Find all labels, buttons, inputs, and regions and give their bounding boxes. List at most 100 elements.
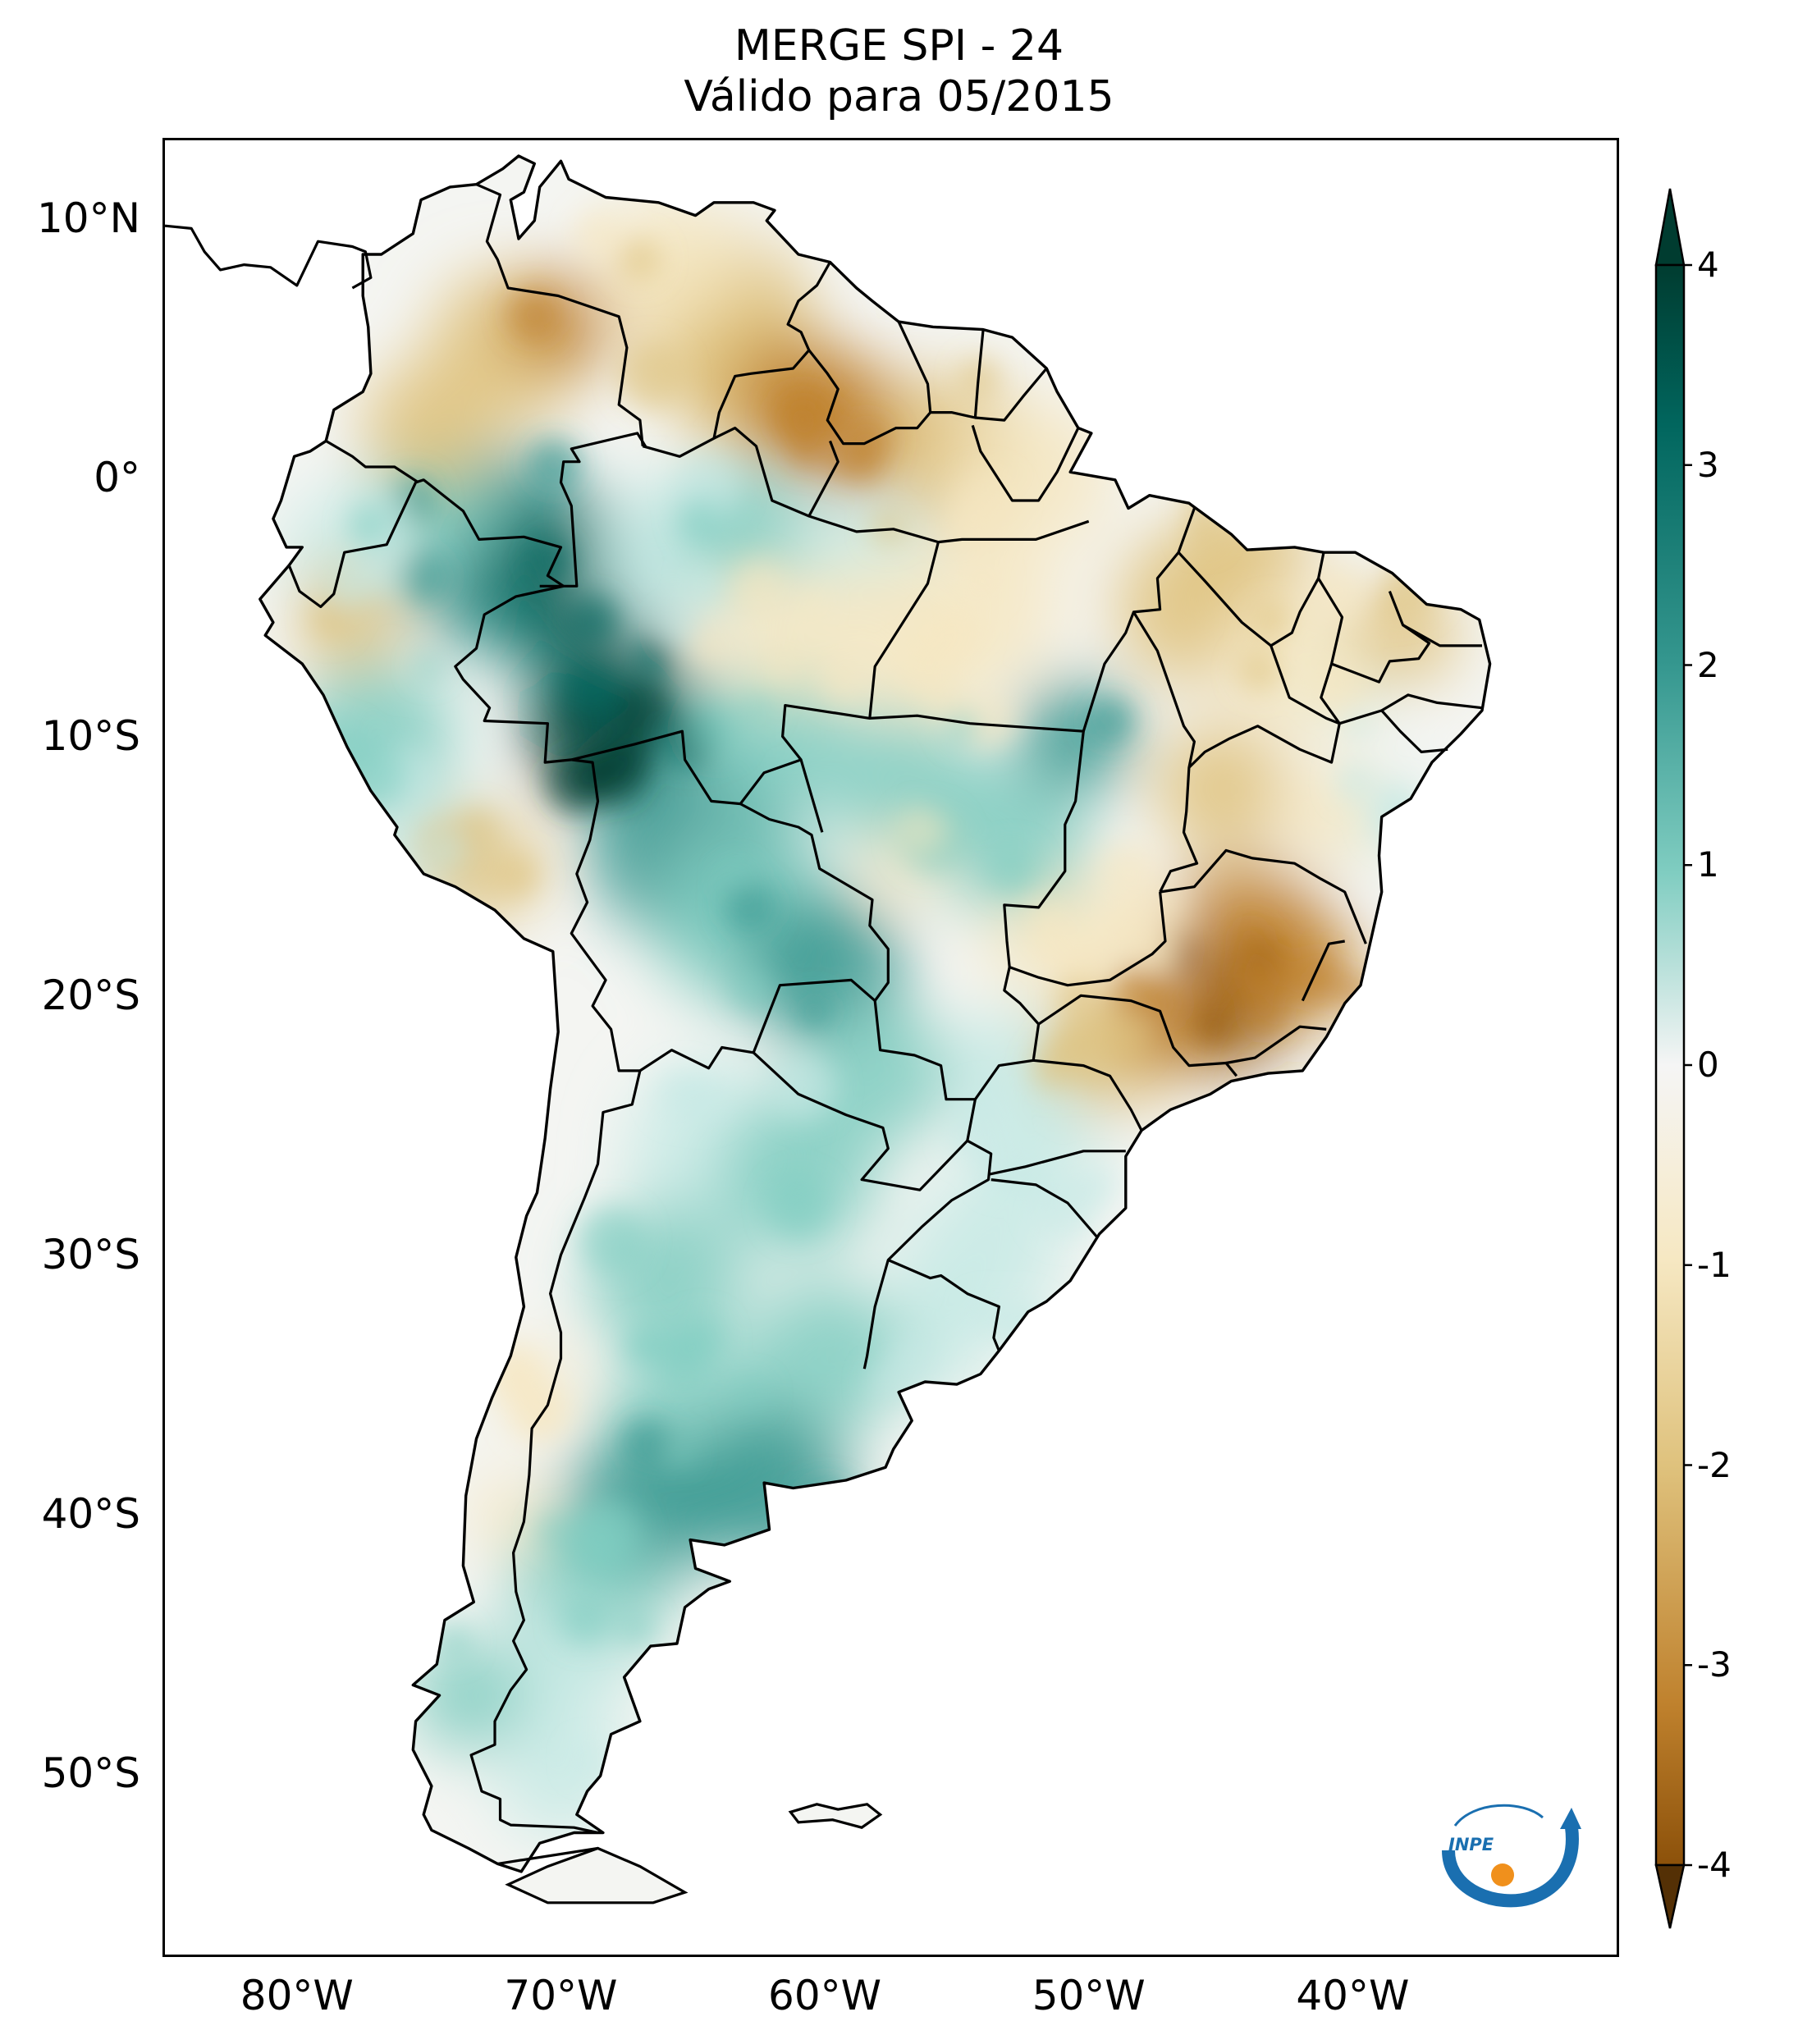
colorbar-tick-label: -2 (1697, 1444, 1732, 1485)
spi-anomaly-cell (965, 564, 1000, 599)
spi-anomaly-cell (508, 289, 559, 341)
spi-anomaly-cell (966, 1087, 998, 1120)
spi-anomaly-cell (1187, 514, 1219, 548)
spi-anomaly-cell (950, 472, 1015, 537)
spi-anomaly-cell (305, 714, 333, 742)
spi-anomaly-cell (949, 1105, 1005, 1161)
border-line (807, 440, 840, 517)
spi-anomaly-cell (354, 537, 412, 595)
spi-anomaly-cell (572, 1744, 603, 1775)
spi-anomaly-cell (1152, 935, 1180, 963)
border-line (570, 758, 640, 1072)
spi-anomaly-cell (538, 1515, 570, 1546)
border-line (975, 367, 1048, 422)
spi-anomaly-cell (724, 881, 775, 934)
border-line (781, 519, 1090, 833)
border-line (988, 1150, 1126, 1176)
spi-anomaly-cell (730, 968, 772, 1010)
spi-anomaly-cell (819, 655, 869, 705)
spi-anomaly-cell (688, 567, 722, 601)
map-subtitle: Válido para 05/2015 (684, 72, 1114, 121)
coastline (258, 154, 1492, 1873)
latitude-tick-label: 40°S (41, 1490, 140, 1539)
spi-anomaly-cell (1336, 763, 1375, 802)
central-america-coast (165, 224, 373, 290)
falkland-islands (788, 1803, 883, 1829)
spi-anomaly-cell (530, 538, 573, 581)
spi-anomaly-cell (930, 762, 1089, 918)
spi-anomaly-cell (730, 558, 786, 614)
spi-anomaly-cell (468, 1475, 548, 1553)
spi-anomaly-cell (612, 682, 671, 741)
map-title: MERGE SPI - 24 (734, 21, 1064, 71)
colorbar-tick-label: -1 (1697, 1244, 1732, 1285)
spi-anomaly-cell (437, 1626, 470, 1658)
spi-anomaly-cell (1389, 810, 1425, 846)
spi-anomaly-cell (797, 1482, 857, 1542)
spi-anomaly-cell (1237, 924, 1264, 952)
border-line (1402, 624, 1482, 647)
svg-text:INPE: INPE (1448, 1835, 1494, 1854)
spi-anomaly-cell (1248, 999, 1283, 1033)
border-line (454, 584, 572, 764)
border-line (713, 427, 939, 544)
longitude-tick-label: 80°W (240, 1972, 354, 2019)
spi-anomaly-cell (624, 1329, 660, 1365)
spi-anomaly-cell (346, 743, 409, 806)
spi-anomaly-cell (688, 623, 730, 665)
spi-anomaly-cell (495, 1708, 627, 1838)
spi-anomaly-cell (656, 1068, 707, 1118)
border-line (469, 1070, 642, 1835)
spi-anomaly-cell (410, 1638, 527, 1753)
spi-anomaly-cell (584, 743, 647, 806)
longitude-tick-label: 50°W (1032, 1972, 1146, 2019)
spi-anomaly-cell (926, 680, 964, 718)
latitude-tick-label: 10°S (41, 712, 140, 761)
tierra-del-fuego (505, 1846, 689, 1905)
spi-anomaly-cell (775, 391, 837, 452)
spi-anomaly-cell (1384, 559, 1440, 615)
border-line (539, 432, 647, 588)
latitude-tick-label: 10°N (36, 194, 140, 242)
colorbar-tick-label: 1 (1697, 844, 1719, 885)
spi-anomaly-cell (563, 1513, 626, 1576)
border-line (1033, 1059, 1143, 1132)
islands (505, 1803, 883, 1905)
spi-anomaly-cell (803, 1000, 952, 1146)
spi-anomaly-cell (745, 1280, 904, 1437)
spi-anomaly-cell (693, 658, 852, 815)
border-line (753, 1051, 968, 1191)
spi-anomaly-cell (311, 598, 349, 637)
colorbar-tick-label: -4 (1697, 1845, 1732, 1885)
spi-anomaly-cell (968, 1297, 1002, 1331)
longitude-tick-label: 40°W (1296, 1972, 1410, 2019)
spi-anomaly-cell (618, 238, 661, 281)
spi-anomaly-cell (568, 595, 619, 647)
spi-anomaly-cell (1099, 842, 1157, 900)
spi-anomaly-cell (1088, 697, 1134, 743)
spi-anomaly-cell (868, 1365, 903, 1400)
spi-anomaly-cell (898, 808, 944, 854)
border-line (1225, 1025, 1327, 1065)
spi-anomaly-cell (416, 654, 441, 679)
border-line (887, 1259, 1000, 1351)
border-line (869, 714, 1085, 967)
border-line (739, 758, 802, 805)
spi-anomaly-cell (631, 638, 672, 679)
border-line (862, 1139, 993, 1370)
spi-anomaly-cell (744, 694, 772, 722)
spi-anomaly-cell (399, 552, 450, 603)
colorbar-extend-top (1654, 188, 1686, 267)
spi-anomaly-cell (621, 1418, 670, 1467)
country-state-borders (165, 183, 1483, 1903)
spi-anomaly-cell (945, 711, 979, 744)
latitude-tick-label: 30°S (41, 1231, 140, 1279)
spi-anomaly-cell (679, 499, 722, 541)
border-line (639, 978, 876, 1072)
spi-anomaly-cell (1155, 723, 1287, 853)
colorbar-tick-label: 2 (1697, 644, 1719, 685)
longitude-tick-label: 70°W (504, 1972, 618, 2019)
spi-anomaly-cell (1144, 985, 1182, 1023)
spi-anomaly-cell (560, 1594, 610, 1644)
spi-anomaly-cell (528, 437, 580, 491)
